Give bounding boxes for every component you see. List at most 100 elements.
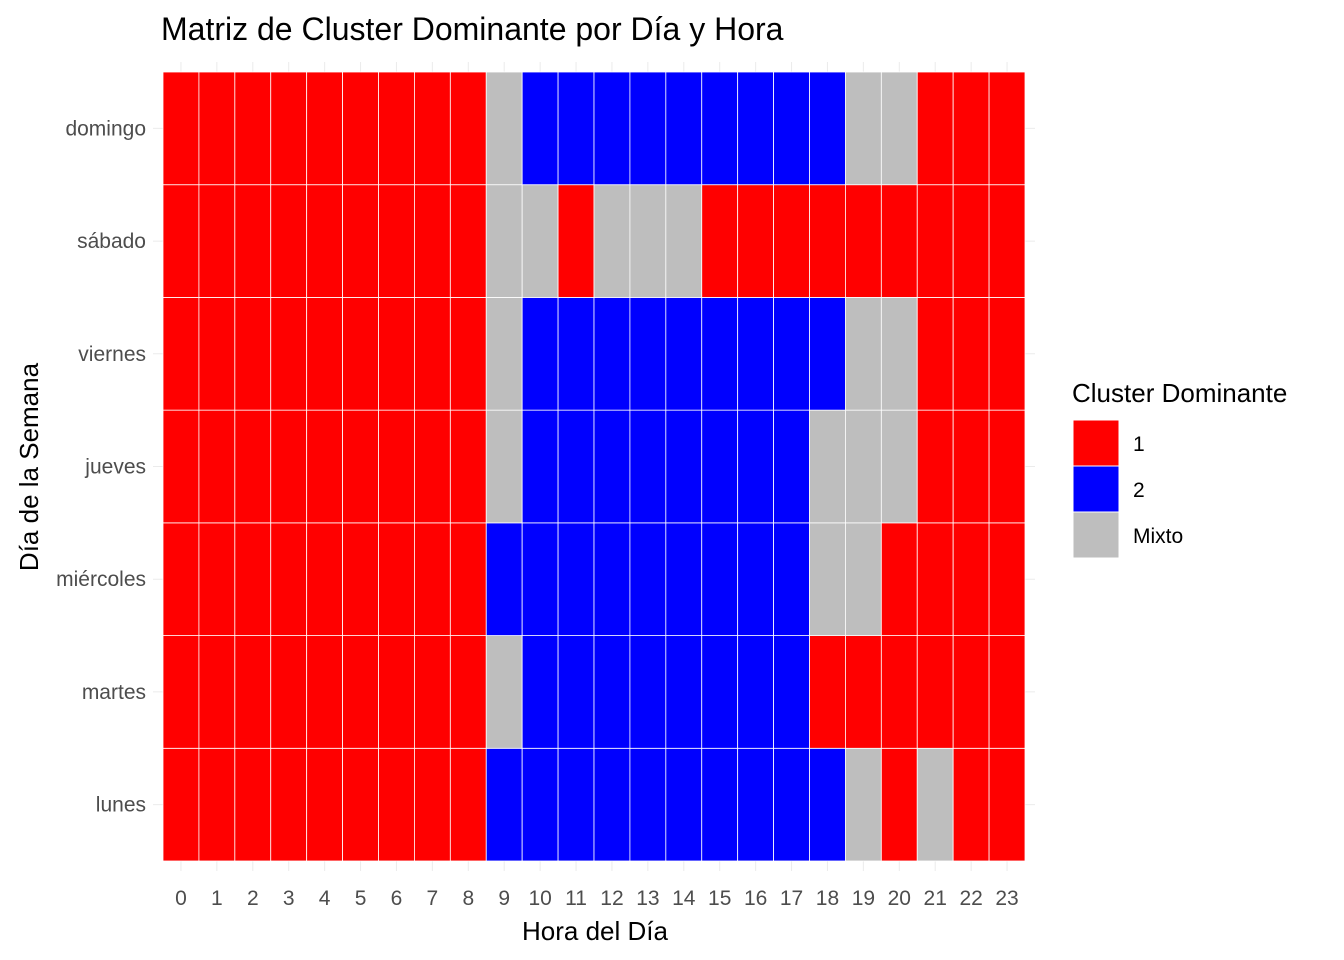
heatmap-cell xyxy=(162,184,200,298)
heatmap-cell xyxy=(952,71,990,186)
heatmap-cell xyxy=(916,522,954,636)
heatmap-cell xyxy=(234,184,272,298)
heatmap-cell xyxy=(306,297,343,411)
y-axis-ticks: lunes martes miércoles jueves viernes sábado d… xyxy=(56,117,146,816)
x-tick-label: 21 xyxy=(924,887,947,910)
heatmap-cell xyxy=(593,71,631,186)
heatmap-cell xyxy=(449,184,487,298)
heatmap-cell xyxy=(845,747,882,862)
heatmap-cell xyxy=(162,635,200,749)
heatmap-cell xyxy=(737,747,774,862)
heatmap-cell xyxy=(737,635,774,749)
heatmap-cell xyxy=(521,409,559,524)
heatmap-cell xyxy=(988,71,1026,186)
heatmap-cell xyxy=(521,747,559,862)
heatmap-cell xyxy=(665,747,703,862)
heatmap-cell xyxy=(234,747,272,862)
heatmap-cell xyxy=(198,184,236,298)
heatmap-cell xyxy=(342,635,379,749)
heatmap-cell xyxy=(378,522,415,636)
heatmap-cell xyxy=(845,409,882,524)
heatmap-cell xyxy=(342,184,379,298)
heatmap-cell xyxy=(378,747,415,862)
heatmap-cell xyxy=(773,635,810,749)
heatmap-cell xyxy=(629,297,667,411)
heatmap-cell xyxy=(952,409,990,524)
heatmap-cell xyxy=(414,184,451,298)
heatmap-cell xyxy=(773,522,810,636)
heatmap-cell xyxy=(701,184,739,298)
x-tick-label: 10 xyxy=(528,887,551,910)
heatmap-cell xyxy=(880,297,918,411)
x-tick-label: 13 xyxy=(636,887,659,910)
heatmap-cell xyxy=(198,71,236,186)
heatmap-cell xyxy=(916,184,954,298)
heatmap-cell xyxy=(414,71,451,186)
heatmap-cell xyxy=(521,184,559,298)
heatmap-cell xyxy=(342,297,379,411)
x-tick-label: 16 xyxy=(744,887,767,910)
heatmap-cell xyxy=(306,409,343,524)
y-tick-label: domingo xyxy=(65,117,146,140)
heatmap-cell xyxy=(629,409,667,524)
heatmap-cell xyxy=(198,635,236,749)
heatmap-cell xyxy=(737,297,774,411)
heatmap-cell xyxy=(593,184,631,298)
heatmap-cell xyxy=(270,409,308,524)
heatmap-cell xyxy=(845,635,882,749)
heatmap-cell xyxy=(916,747,954,862)
heatmap-cell xyxy=(629,747,667,862)
x-tick-label: 17 xyxy=(780,887,803,910)
heatmap-cell xyxy=(485,184,523,298)
x-tick-label: 2 xyxy=(247,887,259,910)
heatmap-cell xyxy=(880,522,918,636)
heatmap-cells xyxy=(162,71,1026,862)
heatmap-cell xyxy=(485,71,523,186)
heatmap-cell xyxy=(665,409,703,524)
heatmap-cell xyxy=(342,747,379,862)
heatmap-cell xyxy=(593,635,631,749)
legend-label: Mixto xyxy=(1133,525,1183,548)
heatmap-cell xyxy=(988,747,1026,862)
heatmap-cell xyxy=(988,522,1026,636)
heatmap-cell xyxy=(773,409,810,524)
legend-label: 1 xyxy=(1133,433,1145,456)
heatmap-cell xyxy=(665,71,703,186)
heatmap-cell xyxy=(593,297,631,411)
heatmap-cell xyxy=(916,635,954,749)
heatmap-cell xyxy=(414,635,451,749)
heatmap-cell xyxy=(629,522,667,636)
chart-title: Matriz de Cluster Dominante por Día y Ho… xyxy=(161,11,784,47)
heatmap-cell xyxy=(557,522,595,636)
heatmap-cell xyxy=(557,297,595,411)
heatmap-cell xyxy=(916,297,954,411)
heatmap-cell xyxy=(952,747,990,862)
heatmap-cell xyxy=(378,184,415,298)
x-tick-label: 8 xyxy=(462,887,474,910)
y-axis-title: Día de la Semana xyxy=(14,362,44,571)
heatmap-cell xyxy=(593,409,631,524)
heatmap-cell xyxy=(952,297,990,411)
heatmap-cell xyxy=(342,409,379,524)
heatmap-cell xyxy=(557,635,595,749)
heatmap-cell xyxy=(198,297,236,411)
x-tick-label: 20 xyxy=(888,887,911,910)
heatmap-cell xyxy=(449,522,487,636)
heatmap-cell xyxy=(162,522,200,636)
heatmap-cell xyxy=(809,747,846,862)
heatmap-cell xyxy=(270,522,308,636)
heatmap-cell xyxy=(378,635,415,749)
heatmap-cell xyxy=(701,71,739,186)
heatmap-cell xyxy=(809,297,846,411)
y-tick-label: martes xyxy=(82,681,146,704)
heatmap-cell xyxy=(378,409,415,524)
x-axis-ticks: 0 1 2 3 4 5 6 7 8 9 10 11 12 13 14 15 16 17 18 19 20 21 22 23 xyxy=(175,887,1019,910)
x-tick-label: 3 xyxy=(283,887,295,910)
heatmap-cell xyxy=(988,409,1026,524)
heatmap-cell xyxy=(521,71,559,186)
heatmap-cell xyxy=(378,297,415,411)
heatmap-cell xyxy=(162,71,200,186)
heatmap-cell xyxy=(270,747,308,862)
heatmap-cell xyxy=(665,297,703,411)
heatmap-cell xyxy=(737,522,774,636)
